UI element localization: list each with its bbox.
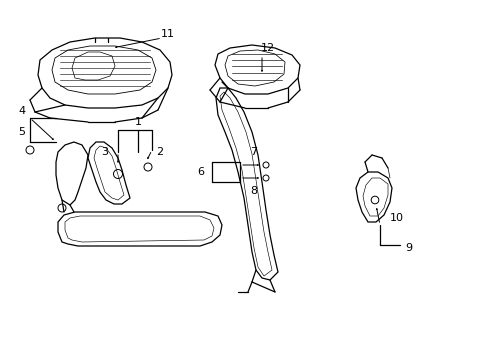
Text: 11: 11 bbox=[161, 29, 175, 39]
Text: 3: 3 bbox=[102, 147, 108, 157]
Text: 2: 2 bbox=[156, 147, 163, 157]
Text: 5: 5 bbox=[19, 127, 25, 137]
Text: 1: 1 bbox=[134, 117, 141, 127]
Text: 4: 4 bbox=[19, 106, 25, 116]
Text: 8: 8 bbox=[250, 186, 257, 196]
Text: 7: 7 bbox=[250, 147, 257, 157]
Text: 9: 9 bbox=[404, 243, 411, 253]
Text: 10: 10 bbox=[389, 213, 403, 223]
Text: 12: 12 bbox=[261, 43, 274, 53]
Text: 6: 6 bbox=[197, 167, 203, 177]
